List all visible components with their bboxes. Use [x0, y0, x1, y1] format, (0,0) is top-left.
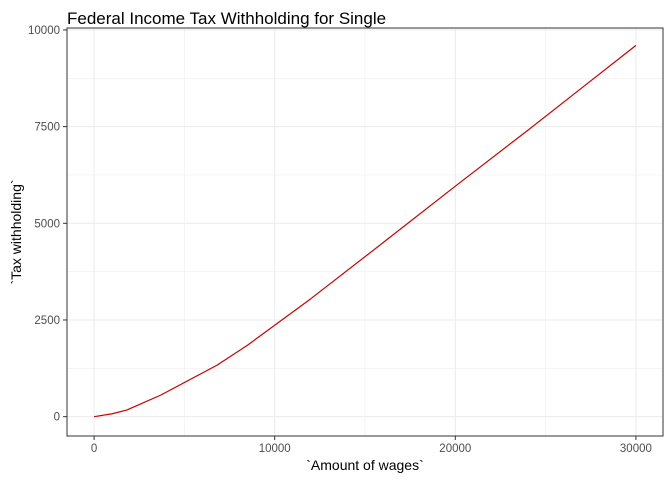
x-axis-ticks: 0 10000 20000 30000: [91, 436, 652, 455]
series-group: [93, 44, 637, 418]
grid-minor: [67, 28, 663, 436]
chart-title: Federal Income Tax Withholding for Singl…: [67, 9, 386, 28]
x-tick-label: 0: [91, 443, 97, 455]
y-axis-label: `Tax withholding`: [8, 179, 24, 284]
x-tick-label: 10000: [259, 443, 291, 455]
x-tick-label: 30000: [620, 443, 652, 455]
y-tick-label: 10000: [28, 25, 60, 37]
grid-major: [67, 28, 663, 436]
x-tick-label: 20000: [439, 443, 471, 455]
y-tick-label: 0: [54, 412, 60, 424]
y-axis-ticks: 0 2500 5000 7500 10000: [28, 25, 67, 424]
y-tick-label: 7500: [34, 122, 60, 134]
y-tick-label: 2500: [34, 315, 60, 327]
x-axis-label: `Amount of wages`: [306, 457, 424, 473]
panel-border: [66, 27, 664, 437]
y-tick-label: 5000: [34, 218, 60, 230]
series-line: [93, 44, 637, 418]
